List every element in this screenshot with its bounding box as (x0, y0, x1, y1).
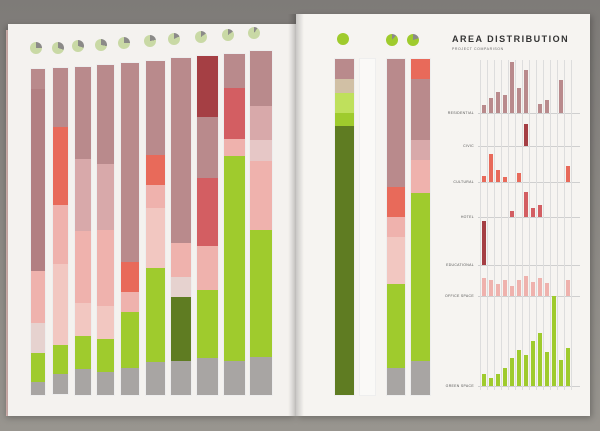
mini-bar (482, 374, 486, 386)
stacked-bar (386, 58, 406, 396)
mini-bar (531, 282, 535, 296)
mini-bar (524, 70, 528, 113)
mini-bar (496, 92, 500, 113)
grid-line (571, 60, 572, 390)
mini-bar (503, 280, 507, 296)
mini-bar (510, 358, 514, 386)
stacked-bar (249, 50, 273, 396)
pie-icon (248, 27, 260, 39)
mini-bar (482, 105, 486, 113)
row-label: GREEN SPACE (445, 384, 474, 388)
mini-bar (503, 95, 507, 113)
stacked-bar (120, 62, 140, 396)
empty-bar (359, 58, 376, 396)
stacked-bar (334, 58, 355, 396)
mini-bar (566, 280, 570, 296)
stacked-bar (74, 66, 92, 396)
row-label: OFFICE SPACE (444, 294, 474, 298)
pie-icon (95, 39, 107, 51)
grid-line (522, 60, 523, 390)
mini-bar (566, 166, 570, 182)
stacked-bar (410, 58, 431, 396)
mini-bar (517, 280, 521, 296)
page-title: AREA DISTRIBUTION (452, 34, 570, 44)
mini-bar (517, 173, 521, 182)
mini-bar (482, 176, 486, 182)
mini-bar (524, 192, 528, 217)
row-label: CIVIC (463, 144, 474, 148)
mini-bar (489, 280, 493, 296)
row-label: HOTEL (460, 215, 474, 219)
pie-icon (222, 29, 234, 41)
mini-bar (524, 276, 528, 296)
mini-bar (538, 333, 542, 386)
mini-bar (538, 205, 542, 217)
mini-bar (524, 124, 528, 146)
stacked-bar (196, 55, 219, 396)
grid-line (480, 60, 481, 390)
mini-bar (552, 296, 556, 386)
pie-icon (386, 34, 398, 46)
page-subtitle: PROJECT COMPARISON (452, 47, 504, 51)
mini-bar (538, 104, 542, 113)
mini-bar (559, 360, 563, 386)
mini-bar (517, 88, 521, 113)
grid-line (494, 60, 495, 390)
pie-icon (118, 37, 130, 49)
grid-line (557, 60, 558, 390)
grid-line (564, 60, 565, 390)
row-label: EDUCATIONAL (446, 263, 474, 267)
mini-bar (489, 154, 493, 182)
pie-icon (144, 35, 156, 47)
mini-bar (496, 284, 500, 296)
grid-line (536, 60, 537, 390)
stacked-bar (52, 67, 69, 395)
pie-icon (168, 33, 180, 45)
stacked-bar (145, 60, 166, 396)
pie-icon (195, 31, 207, 43)
mini-bar (545, 100, 549, 113)
mini-bar (531, 208, 535, 217)
row-label: RESIDENTIAL (447, 111, 474, 115)
stacked-bar (30, 68, 46, 396)
grid-line (550, 60, 551, 390)
mini-bar (503, 177, 507, 182)
mini-bar (531, 341, 535, 386)
pie-icon (407, 34, 419, 46)
stacked-bar (223, 53, 246, 396)
mini-bar (482, 278, 486, 296)
pie-icon (52, 42, 64, 54)
mini-bar (510, 286, 514, 296)
mini-bar (510, 62, 514, 113)
mini-bar (545, 352, 549, 386)
mini-bar (503, 368, 507, 386)
mini-bar (496, 170, 500, 182)
mini-bar (538, 278, 542, 296)
grid-line (501, 60, 502, 390)
mini-bar (510, 211, 514, 217)
grid-line (515, 60, 516, 390)
pie-icon (337, 33, 349, 45)
mini-bar (489, 98, 493, 113)
mini-bar (566, 348, 570, 386)
mini-bar (545, 283, 549, 296)
book-gutter (288, 14, 304, 416)
pie-icon (30, 42, 42, 54)
grid-line (543, 60, 544, 390)
pie-icon (72, 40, 84, 52)
mini-bar (559, 80, 563, 113)
mini-bar (482, 221, 486, 265)
row-label: CULTURAL (453, 180, 474, 184)
mini-bar (517, 350, 521, 386)
mini-bar (524, 355, 528, 386)
mini-bar (496, 374, 500, 386)
mini-bar (489, 378, 493, 386)
grid-line (487, 60, 488, 390)
stacked-bar (96, 64, 115, 396)
grid-line (529, 60, 530, 390)
grid-line (508, 60, 509, 390)
stacked-bar (170, 57, 192, 396)
